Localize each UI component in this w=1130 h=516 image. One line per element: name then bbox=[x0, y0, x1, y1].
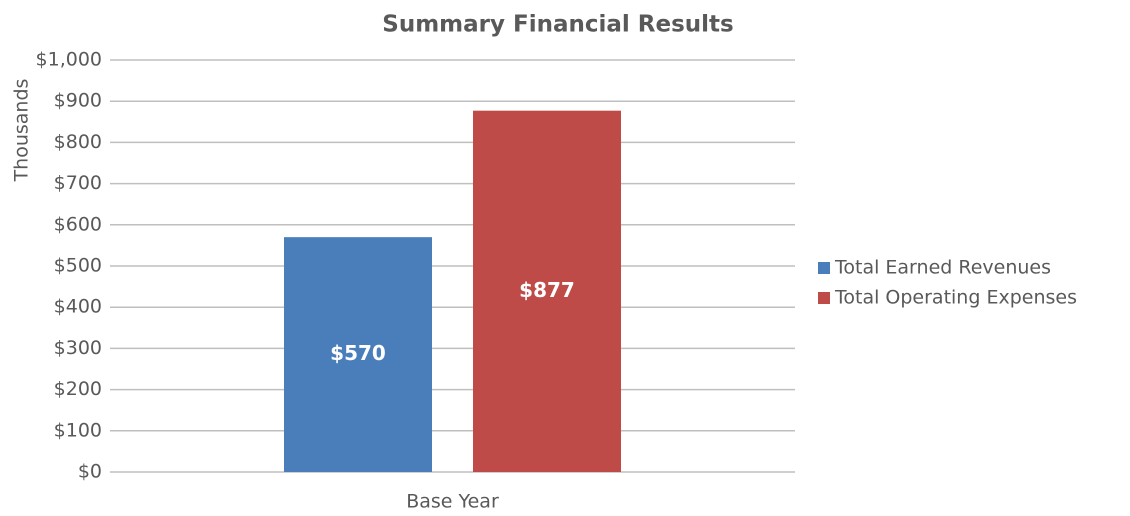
legend-swatch bbox=[818, 292, 830, 304]
legend-label: Total Earned Revenues bbox=[834, 257, 1051, 279]
bar bbox=[284, 237, 432, 472]
y-tick-label: $800 bbox=[54, 131, 102, 153]
legend-swatch bbox=[818, 262, 830, 274]
y-tick-label: $100 bbox=[54, 419, 102, 441]
y-tick-label: $200 bbox=[54, 378, 102, 400]
y-axis-label: Thousands bbox=[11, 79, 33, 183]
bar bbox=[473, 110, 621, 473]
y-tick-label: $300 bbox=[54, 337, 102, 359]
y-tick-label: $600 bbox=[54, 213, 102, 235]
y-tick-label: $900 bbox=[54, 90, 102, 112]
data-label: $570 bbox=[330, 341, 386, 365]
y-tick-label: $500 bbox=[54, 255, 102, 277]
y-tick-label: $700 bbox=[54, 172, 102, 194]
y-tick-label: $400 bbox=[54, 296, 102, 318]
x-tick-label: Base Year bbox=[406, 491, 499, 513]
chart-title: Summary Financial Results bbox=[382, 12, 733, 38]
y-tick-label: $1,000 bbox=[36, 49, 102, 71]
y-tick-label: $0 bbox=[78, 461, 102, 483]
data-label: $877 bbox=[519, 278, 575, 302]
legend-label: Total Operating Expenses bbox=[834, 287, 1077, 309]
